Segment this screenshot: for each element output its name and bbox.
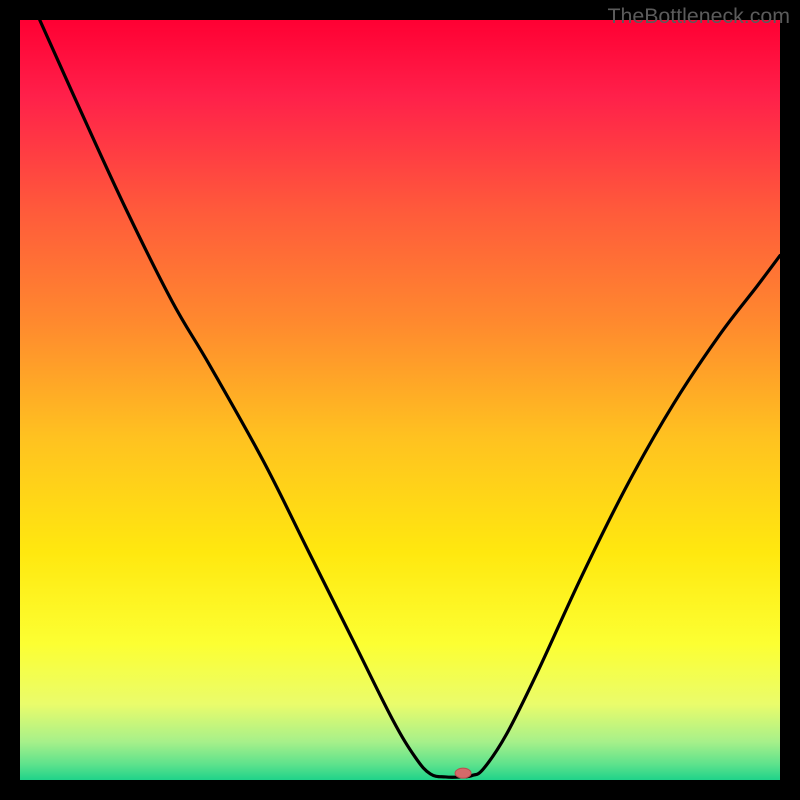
watermark-text: TheBottleneck.com xyxy=(607,4,790,29)
optimal-point-marker xyxy=(455,768,471,778)
bottleneck-line-chart xyxy=(0,0,800,800)
chart-stage: TheBottleneck.com xyxy=(0,0,800,800)
chart-plot-background xyxy=(20,20,780,780)
